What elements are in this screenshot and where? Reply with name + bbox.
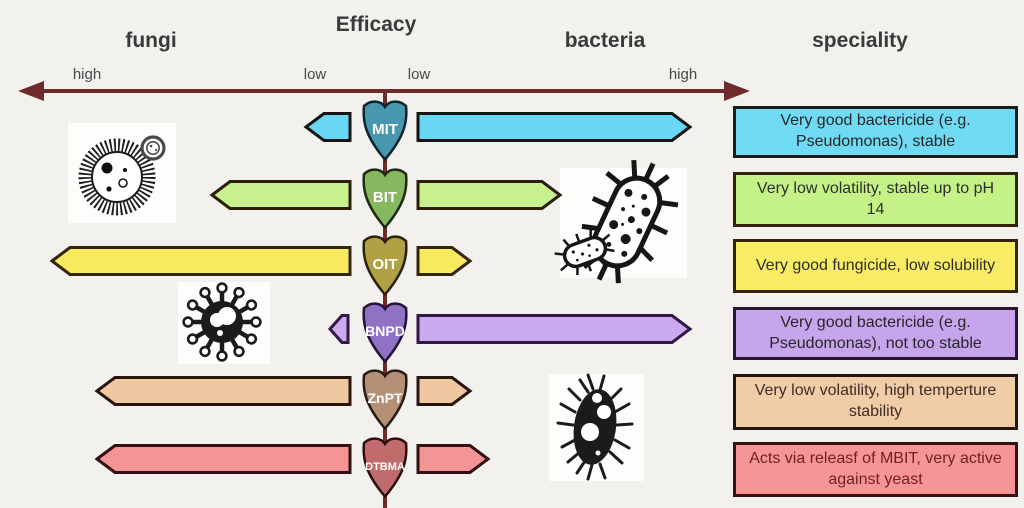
column-header-fungi: fungi [125,29,177,52]
column-header-bacteria: bacteria [564,29,646,52]
speciality-box-znpt: Very low volatility, high temperture sta… [733,374,1018,430]
flagellated-bacterium-icon [556,373,634,481]
sunburst-spore-microbe-icon [78,135,166,216]
knobbed-virus-microbe-icon [182,282,262,362]
column-header-speciality: speciality [812,29,908,52]
diagram-title-efficacy: Efficacy [335,13,417,36]
bacteria-arrow-oit [416,246,473,276]
speciality-box-bit: Very low volatility, stable up to pH 14 [733,172,1018,227]
fungi-arrow-znpt [94,376,352,406]
speciality-box-bnpd: Very good bactericide (e.g. Pseudomonas)… [733,307,1018,360]
spiky-capsule-bacteria-pair-icon [554,159,679,284]
axis-left-arrowhead-icon [18,81,44,101]
fungi-arrow-dtbma [94,444,352,474]
speciality-text-bit: Very low volatility, stable up to pH 14 [756,179,995,218]
speciality-text-bnpd: Very good bactericide (e.g. Pseudomonas)… [769,313,982,352]
axis-label-fungi-low: low [303,66,327,83]
shield-label-oit: OIT [373,256,398,273]
fungi-arrow-mit [303,112,352,142]
shield-label-bnpd: BNPD [365,323,405,339]
shield-label-dtbma: DTBMA [365,461,405,473]
speciality-text-dtbma: Acts via releasf of MBIT, very active ag… [749,449,1002,488]
speciality-box-dtbma: Acts via releasf of MBIT, very active ag… [733,442,1018,497]
speciality-text-mit: Very good bactericide (e.g. Pseudomonas)… [780,112,971,150]
shield-label-znpt: ZnPT [368,390,403,406]
bacteria-arrow-mit [416,112,693,142]
speciality-text-oit: Very good fungicide, low solubility [755,256,996,274]
axis-label-fungi-high: high [72,66,102,83]
fungi-arrow-bit [209,180,352,210]
speciality-text-znpt: Very low volatility, high temperture sta… [754,382,997,420]
shield-label-bit: BIT [373,189,397,206]
axis-label-bacteria-low: low [407,66,431,83]
fungi-arrow-bnpd [327,314,350,344]
fungi-arrow-oit [49,246,352,276]
bacteria-arrow-dtbma [416,444,491,474]
axis-right-arrowhead-icon [724,81,750,101]
bacteria-arrow-znpt [416,376,473,406]
axis-label-bacteria-high: high [668,66,698,83]
speciality-box-mit: Very good bactericide (e.g. Pseudomonas)… [733,106,1018,158]
speciality-box-oit: Very good fungicide, low solubility [733,239,1018,293]
shield-label-mit: MIT [372,121,398,138]
efficacy-axis [18,81,750,101]
bacteria-arrow-bnpd [416,314,693,344]
bacteria-arrow-bit [416,180,563,210]
